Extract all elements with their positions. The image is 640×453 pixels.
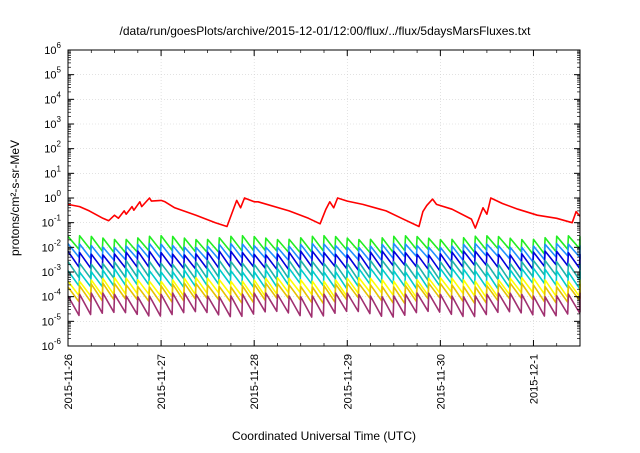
y-tick-label: 10-3 [42,263,62,279]
x-tick-label: 2015-11-28 [249,354,261,409]
y-tick-label: 101 [44,164,61,180]
series-group [67,197,581,318]
x-tick-label: 2015-11-29 [342,354,354,409]
series-line-1 [67,234,581,255]
y-tick-label: 105 [44,66,61,82]
x-tick-label: 2015-11-27 [156,354,168,409]
y-tick-label: 106 [44,41,61,57]
x-axis-label: Coordinated Universal Time (UTC) [232,429,416,443]
series-line-4 [67,259,581,282]
chart-title: /data/run/goesPlots/archive/2015-12-01/1… [120,24,532,38]
series-line-2 [67,242,581,263]
series-line-3 [67,250,581,272]
y-axis-label: protons/cm²-s-sr-MeV [8,140,22,256]
y-tick-label: 10-2 [42,238,62,254]
y-tick-label: 10-5 [42,312,62,328]
x-tick-label: 2015-11-26 [63,354,75,409]
y-tick-label: 104 [44,90,61,106]
series-line-5 [67,267,581,290]
y-tick-label: 102 [44,140,61,156]
series-line-8 [67,292,581,318]
series-line-6 [67,276,581,299]
x-ticks: 2015-11-26 2015-11-27 2015-11-28 2015-11-29… [63,50,558,409]
x-tick-label: 2015-11-30 [435,354,447,409]
series-line-0 [67,197,581,229]
y-tick-label: 10-6 [42,337,62,353]
y-tick-label: 10-1 [42,214,62,230]
y-tick-label: 103 [44,115,61,131]
series-line-7 [67,282,581,305]
y-tick-label: 10-4 [42,288,62,304]
x-tick-label: 2015-12-1 [528,354,540,404]
y-ticks: 10-6 10-5 10-4 10-3 10-2 10-1 100 101 102 103 104 1… [42,41,580,353]
y-tick-label: 100 [44,189,61,205]
